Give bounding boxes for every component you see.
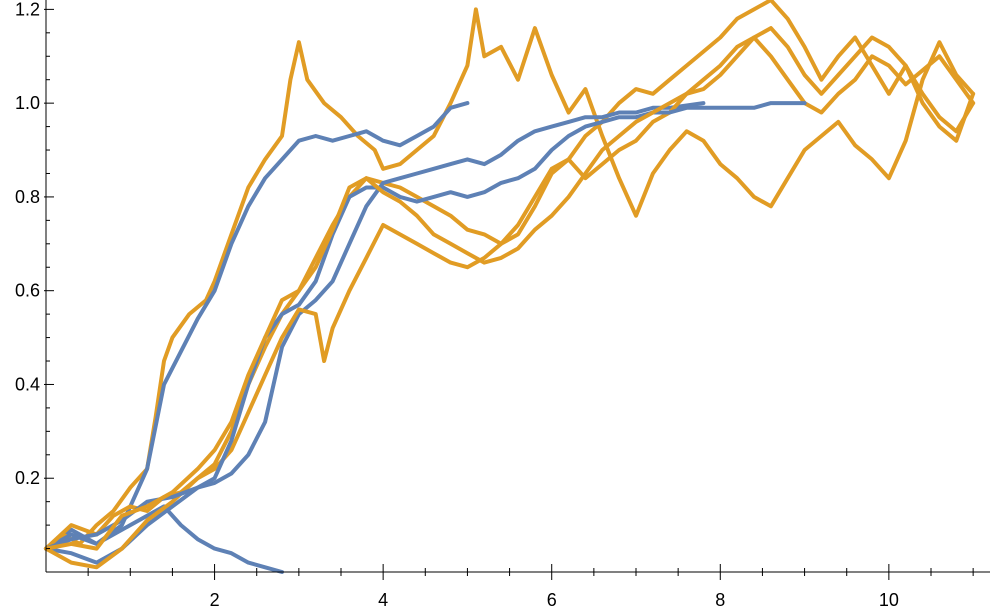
x-tick-label: 8 — [715, 590, 725, 610]
series-line-3 — [44, 101, 470, 551]
series-line-4 — [44, 0, 976, 551]
ticks-layer: 2 4 6 8 10 0.2 0.4 0.6 0.8 1.0 1.2 — [15, 0, 974, 610]
x-tick-label: 4 — [378, 590, 388, 610]
series-line-2 — [44, 7, 976, 551]
axes-layer — [45, 0, 990, 573]
x-tick-label: 2 — [210, 590, 220, 610]
x-tick-label: 10 — [879, 590, 899, 610]
y-tick-label: 0.6 — [15, 281, 40, 301]
y-tick-label: 0.2 — [15, 468, 40, 488]
y-tick-label: 0.8 — [15, 187, 40, 207]
series-line-5 — [44, 101, 706, 565]
series-line-7 — [44, 101, 807, 551]
y-tick-label: 0.4 — [15, 374, 40, 394]
x-tick-label: 6 — [547, 590, 557, 610]
series-line-6 — [44, 35, 976, 570]
y-tick-label: 1.2 — [15, 0, 40, 19]
y-tick-label: 1.0 — [15, 93, 40, 113]
series-layer — [44, 0, 976, 574]
series-line-8 — [44, 26, 976, 551]
